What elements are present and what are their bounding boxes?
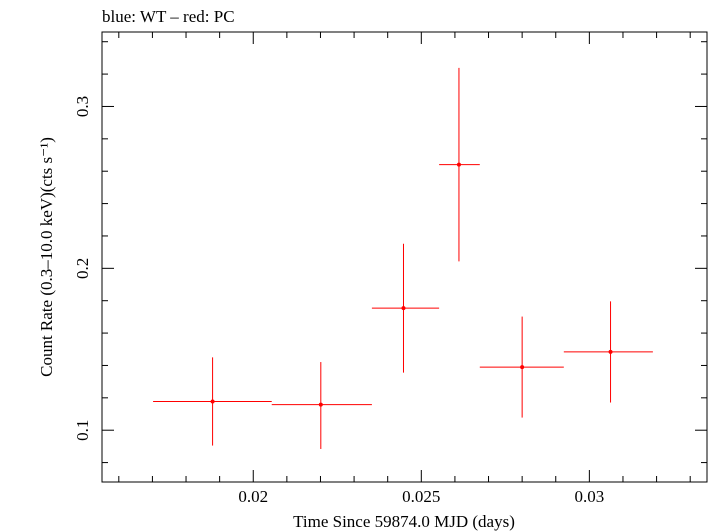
data-point [479, 316, 564, 418]
y-tick-label: 0.2 [73, 258, 92, 279]
axis-ticks [102, 32, 707, 482]
x-tick-label: 0.03 [574, 487, 604, 506]
point-marker [520, 365, 525, 370]
data-point [271, 362, 372, 449]
y-tick-label: 0.3 [73, 96, 92, 117]
plot-frame [101, 31, 708, 483]
x-tick-label: 0.02 [238, 487, 268, 506]
axis-tick-labels: 0.02 0.025 0.03 0.1 0.2 0.3 [73, 96, 604, 506]
point-marker [210, 399, 215, 404]
x-axis-label: Time Since 59874.0 MJD (days) [293, 512, 515, 531]
point-marker [318, 402, 323, 407]
data-point [439, 67, 480, 262]
data-point [153, 357, 272, 446]
point-marker [456, 162, 461, 167]
y-tick-label: 0.1 [73, 420, 92, 441]
data-series [153, 67, 653, 449]
data-point [563, 301, 653, 403]
y-axis-label: Count Rate (0.3–10.0 keV)(cts s⁻¹) [37, 137, 56, 377]
point-marker [608, 349, 613, 354]
x-tick-label: 0.025 [402, 487, 440, 506]
chart-title: blue: WT – red: PC [102, 7, 235, 26]
data-point [371, 243, 440, 373]
point-marker [401, 306, 406, 311]
